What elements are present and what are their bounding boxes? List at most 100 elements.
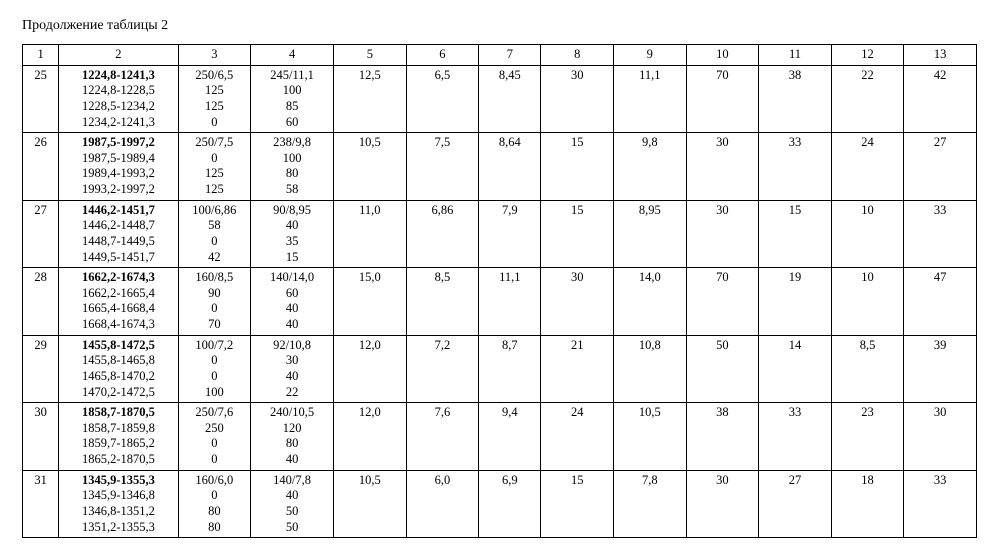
cell: 27 — [759, 470, 832, 538]
cell: 7,2 — [406, 335, 479, 403]
cell: 6,0 — [406, 470, 479, 538]
cell: 42 — [904, 65, 977, 133]
cell: 250/7,50125125 — [178, 133, 251, 201]
cell: 6,5 — [406, 65, 479, 133]
cell: 21 — [541, 335, 614, 403]
cell: 30 — [541, 65, 614, 133]
cell: 6,86 — [406, 200, 479, 268]
cell: 18 — [831, 470, 904, 538]
col-header: 13 — [904, 45, 977, 66]
cell: 24 — [541, 403, 614, 471]
col-header: 2 — [59, 45, 178, 66]
cell: 238/9,81008058 — [251, 133, 334, 201]
cell: 15 — [541, 200, 614, 268]
cell: 14 — [759, 335, 832, 403]
cell: 30 — [23, 403, 59, 471]
cell: 140/14,0604040 — [251, 268, 334, 336]
cell: 12,0 — [334, 403, 407, 471]
cell: 7,9 — [479, 200, 541, 268]
cell: 10,8 — [614, 335, 687, 403]
cell: 30 — [686, 200, 759, 268]
cell: 90/8,95403515 — [251, 200, 334, 268]
cell: 160/8,590070 — [178, 268, 251, 336]
cell: 250/7,625000 — [178, 403, 251, 471]
table-caption: Продолжение таблицы 2 — [22, 18, 977, 34]
cell: 22 — [831, 65, 904, 133]
cell: 19 — [759, 268, 832, 336]
cell: 10,5 — [334, 470, 407, 538]
cell: 10,5 — [614, 403, 687, 471]
cell: 8,5 — [406, 268, 479, 336]
col-header: 8 — [541, 45, 614, 66]
cell: 140/7,8405050 — [251, 470, 334, 538]
cell: 100/6,8658042 — [178, 200, 251, 268]
cell: 1858,7-1870,51858,7-1859,81859,7-1865,21… — [59, 403, 178, 471]
cell: 26 — [23, 133, 59, 201]
col-header: 9 — [614, 45, 687, 66]
cell: 1987,5-1997,21987,5-1989,41989,4-1993,21… — [59, 133, 178, 201]
cell: 1455,8-1472,51455,8-1465,81465,8-1470,21… — [59, 335, 178, 403]
col-header: 12 — [831, 45, 904, 66]
cell: 9,4 — [479, 403, 541, 471]
cell: 11,1 — [614, 65, 687, 133]
cell: 11,1 — [479, 268, 541, 336]
cell: 31 — [23, 470, 59, 538]
table-row: 251224,8-1241,31224,8-1228,51228,5-1234,… — [23, 65, 977, 133]
table-row: 291455,8-1472,51455,8-1465,81465,8-1470,… — [23, 335, 977, 403]
col-header: 5 — [334, 45, 407, 66]
table-row: 281662,2-1674,31662,2-1665,41665,4-1668,… — [23, 268, 977, 336]
cell: 1224,8-1241,31224,8-1228,51228,5-1234,21… — [59, 65, 178, 133]
cell: 15 — [541, 470, 614, 538]
cell: 50 — [686, 335, 759, 403]
col-header: 1 — [23, 45, 59, 66]
cell: 70 — [686, 65, 759, 133]
col-header: 10 — [686, 45, 759, 66]
cell: 160/6,008080 — [178, 470, 251, 538]
cell: 245/11,11008560 — [251, 65, 334, 133]
cell: 27 — [23, 200, 59, 268]
cell: 8,5 — [831, 335, 904, 403]
cell: 23 — [831, 403, 904, 471]
cell: 1345,9-1355,31345,9-1346,81346,8-1351,21… — [59, 470, 178, 538]
cell: 33 — [759, 133, 832, 201]
cell: 1446,2-1451,71446,2-1448,71448,7-1449,51… — [59, 200, 178, 268]
table-row: 271446,2-1451,71446,2-1448,71448,7-1449,… — [23, 200, 977, 268]
cell: 15 — [759, 200, 832, 268]
cell: 38 — [759, 65, 832, 133]
cell: 14,0 — [614, 268, 687, 336]
table-row: 261987,5-1997,21987,5-1989,41989,4-1993,… — [23, 133, 977, 201]
table-row: 311345,9-1355,31345,9-1346,81346,8-1351,… — [23, 470, 977, 538]
col-header: 11 — [759, 45, 832, 66]
cell: 30 — [686, 133, 759, 201]
cell: 10 — [831, 268, 904, 336]
cell: 33 — [904, 470, 977, 538]
header-row: 1 2 3 4 5 6 7 8 9 10 11 12 13 — [23, 45, 977, 66]
cell: 8,45 — [479, 65, 541, 133]
table-row: 301858,7-1870,51858,7-1859,81859,7-1865,… — [23, 403, 977, 471]
cell: 8,64 — [479, 133, 541, 201]
cell: 70 — [686, 268, 759, 336]
cell: 38 — [686, 403, 759, 471]
cell: 250/6,51251250 — [178, 65, 251, 133]
col-header: 6 — [406, 45, 479, 66]
cell: 47 — [904, 268, 977, 336]
col-header: 7 — [479, 45, 541, 66]
cell: 7,8 — [614, 470, 687, 538]
cell: 92/10,8304022 — [251, 335, 334, 403]
cell: 27 — [904, 133, 977, 201]
table-body: 251224,8-1241,31224,8-1228,51228,5-1234,… — [23, 65, 977, 538]
cell: 30 — [904, 403, 977, 471]
cell: 10 — [831, 200, 904, 268]
cell: 12,5 — [334, 65, 407, 133]
cell: 28 — [23, 268, 59, 336]
cell: 8,95 — [614, 200, 687, 268]
cell: 25 — [23, 65, 59, 133]
cell: 33 — [759, 403, 832, 471]
cell: 11,0 — [334, 200, 407, 268]
cell: 7,6 — [406, 403, 479, 471]
col-header: 3 — [178, 45, 251, 66]
cell: 7,5 — [406, 133, 479, 201]
cell: 240/10,51208040 — [251, 403, 334, 471]
cell: 24 — [831, 133, 904, 201]
cell: 10,5 — [334, 133, 407, 201]
